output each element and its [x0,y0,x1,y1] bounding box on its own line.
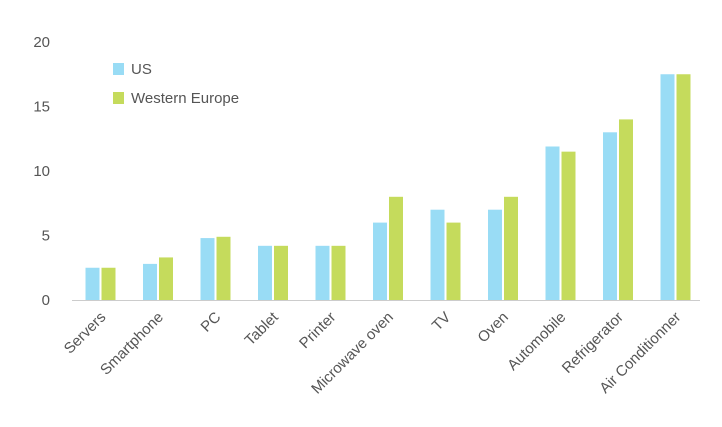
bar-western-europe-servers [101,267,116,300]
bar-us-oven [488,209,502,300]
x-category-label: TV [429,309,455,335]
bar-us-refrigerator [603,132,617,300]
bar-us-servers [85,267,100,300]
bar-us-printer [315,245,330,300]
x-category-label: Printer [296,309,339,352]
bar-western-europe-pc [216,236,231,300]
legend-label: US [131,61,152,78]
y-tick-label: 10 [33,163,50,180]
y-axis: 0 5 10 15 20 [33,34,50,309]
bar-western-europe-tablet [274,245,288,300]
legend-swatch [113,92,124,104]
y-tick-label: 20 [33,34,50,51]
bar-western-europe-tv [446,222,461,300]
x-category-label: PC [198,309,225,336]
bar-western-europe-oven [504,196,518,300]
bar-western-europe-automobile [561,151,576,300]
legend: US Western Europe [113,61,239,107]
bars [85,74,691,301]
bar-western-europe-microwave-oven [389,196,403,300]
bar-us-smartphone [143,263,157,300]
bar-us-microwave-oven [373,222,387,300]
bar-us-pc [200,238,215,300]
bar-us-tablet [258,245,272,300]
bar-western-europe-printer [331,245,346,300]
bar-us-tv [430,209,445,300]
bar-western-europe-smartphone [159,257,173,300]
legend-swatch [113,63,124,75]
x-category-label: Tablet [242,308,283,349]
bar-western-europe-refrigerator [619,119,633,301]
y-tick-label: 5 [42,228,50,245]
y-tick-label: 0 [42,292,50,309]
legend-label: Western Europe [131,90,239,107]
y-tick-label: 15 [33,99,50,116]
x-category-label: Servers [61,309,110,358]
bar-us-air-conditionner [660,74,675,300]
x-category-label: Oven [474,309,511,346]
bar-us-automobile [545,146,560,300]
bar-western-europe-air-conditionner [676,74,691,300]
